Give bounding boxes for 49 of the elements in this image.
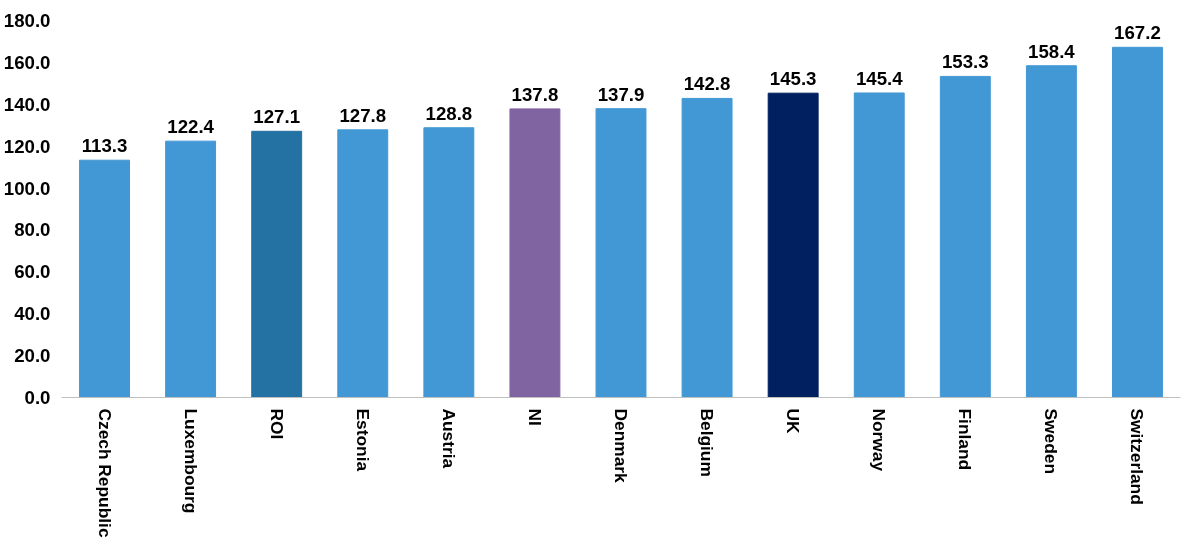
x-tick-label: Austria bbox=[438, 408, 459, 469]
data-label: 145.4 bbox=[855, 67, 904, 89]
data-label: 158.4 bbox=[1028, 40, 1076, 62]
x-tick-label: Denmark bbox=[611, 408, 631, 484]
bar bbox=[423, 127, 475, 398]
x-tick-label: Estonia bbox=[352, 408, 373, 472]
bar bbox=[79, 159, 130, 398]
x-tick-label: Luxembourg bbox=[180, 408, 201, 514]
x-tick-label: Switzerland bbox=[1127, 408, 1148, 505]
bar bbox=[595, 108, 647, 398]
data-label: 145.3 bbox=[769, 68, 817, 90]
x-tick-label: Czech Republic bbox=[94, 408, 115, 538]
bar bbox=[251, 130, 303, 398]
y-tick-label: 80.0 bbox=[14, 219, 51, 241]
x-tick-label: Norway bbox=[869, 408, 890, 472]
y-tick-label: 120.0 bbox=[3, 135, 51, 157]
x-tick-label: UK bbox=[783, 408, 804, 435]
data-label: 113.3 bbox=[81, 135, 128, 157]
bar bbox=[681, 97, 733, 398]
y-tick-label: 140.0 bbox=[3, 93, 51, 115]
data-label: 127.1 bbox=[253, 106, 301, 128]
bar bbox=[939, 75, 991, 398]
x-tick-label: Sweden bbox=[1041, 408, 1062, 474]
x-tick-label: Finland bbox=[955, 408, 976, 471]
y-tick-label: 40.0 bbox=[14, 303, 51, 325]
data-label: 153.3 bbox=[941, 51, 989, 73]
x-tick-label: ROI bbox=[266, 408, 287, 440]
bar bbox=[165, 140, 217, 398]
y-tick-label: 100.0 bbox=[3, 177, 51, 199]
data-label: 128.8 bbox=[425, 102, 473, 124]
x-tick-label: NI bbox=[524, 408, 545, 426]
data-label: 137.9 bbox=[597, 83, 645, 105]
bar bbox=[509, 108, 561, 398]
data-label: 122.4 bbox=[167, 116, 215, 138]
x-tick-label: Belgium bbox=[697, 408, 718, 477]
y-tick-label: 160.0 bbox=[3, 51, 51, 73]
bar bbox=[337, 129, 389, 398]
bar bbox=[853, 92, 905, 398]
data-label: 167.2 bbox=[1114, 22, 1161, 44]
bar bbox=[1025, 65, 1077, 398]
y-tick-label: 180.0 bbox=[3, 10, 51, 31]
y-tick-label: 20.0 bbox=[14, 345, 51, 367]
data-label: 142.8 bbox=[683, 73, 731, 95]
data-label: 137.8 bbox=[511, 83, 559, 105]
data-label: 127.8 bbox=[339, 104, 387, 126]
y-tick-label: 0.0 bbox=[24, 387, 51, 408]
bar bbox=[1112, 46, 1163, 398]
bar bbox=[767, 92, 819, 398]
y-tick-label: 60.0 bbox=[14, 261, 51, 283]
